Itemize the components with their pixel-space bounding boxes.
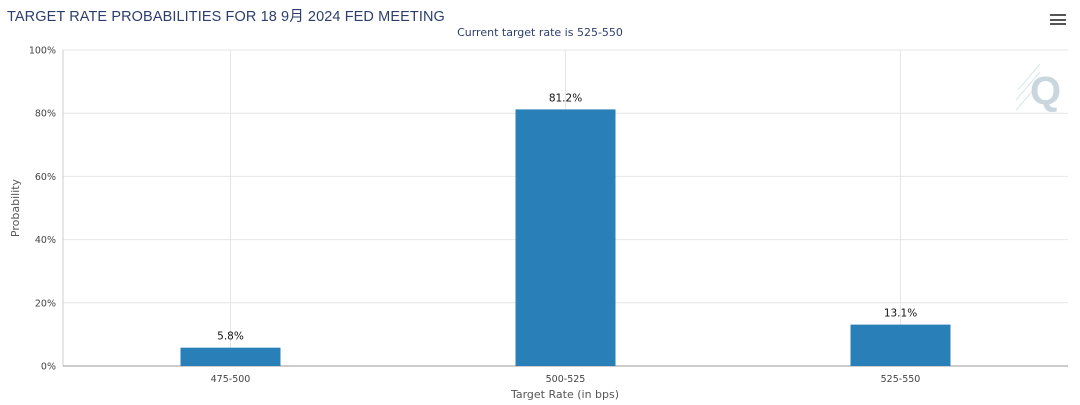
x-tick-label: 500-525 [546,374,586,385]
y-tick-label: 20% [35,298,56,309]
x-axis-title: Target Rate (in bps) [510,388,619,401]
bar-525-550[interactable] [850,324,951,366]
quikstrike-q-logo-icon: Q [1015,63,1061,113]
x-tick-label: 525-550 [881,374,921,385]
data-label: 5.8% [217,331,244,343]
chart-subtitle: Current target rate is 525-550 [457,26,623,39]
y-axis: 0% 20% 40% 60% 80% 100% [29,46,64,373]
y-tick-label: 60% [35,172,56,183]
y-tick-label: 80% [35,109,56,120]
hamburger-menu-icon[interactable] [1050,14,1066,26]
bar-500-525[interactable] [515,109,616,367]
chart-title: TARGET RATE PROBABILITIES FOR 18 9月 2024… [7,9,445,25]
bar-475-500[interactable] [180,347,281,366]
y-tick-label: 40% [35,235,56,246]
x-axis: 475-500 500-525 525-550 [63,365,1068,385]
data-label: 81.2% [549,92,582,104]
data-labels: 5.8% 81.2% 13.1% [217,92,917,342]
x-tick-label: 475-500 [211,374,251,385]
y-axis-title: Probability [9,178,22,237]
y-tick-label: 100% [29,46,56,57]
y-tick-label: 0% [41,362,56,373]
svg-text:Q: Q [1030,69,1061,113]
bars [180,109,951,367]
data-label: 13.1% [884,308,917,320]
